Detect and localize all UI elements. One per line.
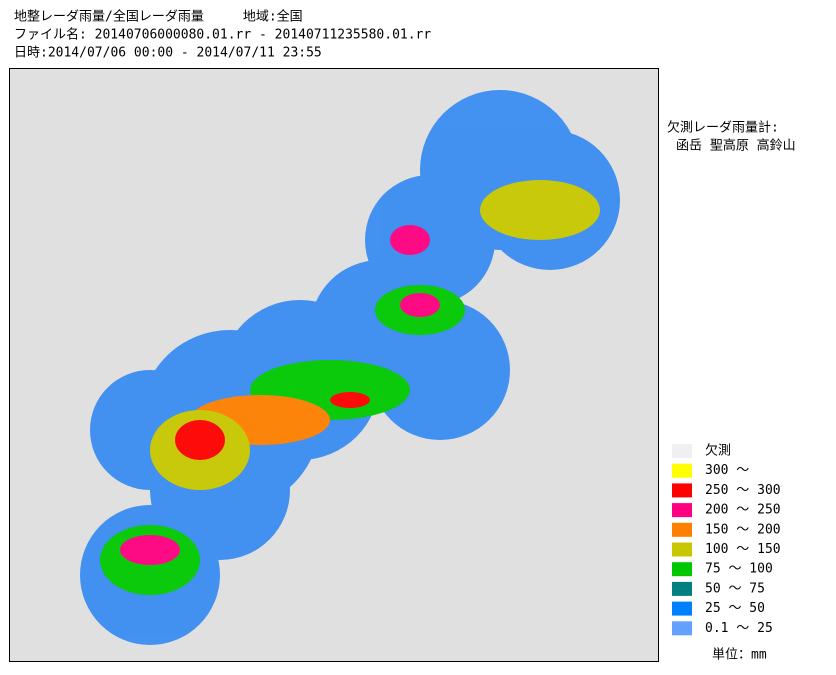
header-line: ファイル名: 20140706000080.01.rr - 2014071123… — [14, 27, 431, 43]
legend-swatch — [672, 581, 692, 596]
missing-gauges-stations: 函岳 聖高原 高鈴山 — [676, 138, 796, 154]
legend-label: 200 ～ 250 — [705, 503, 781, 518]
missing-gauges: 欠測レーダ雨量計: 函岳 聖高原 高鈴山 — [667, 120, 796, 154]
legend-swatch — [672, 542, 692, 557]
legend-label: 25 ～ 50 — [705, 601, 765, 616]
legend-label: 300 ～ — [705, 463, 749, 478]
legend-swatch — [672, 463, 692, 478]
header-line: 日時:2014/07/06 00:00 - 2014/07/11 23:55 — [14, 46, 322, 61]
legend-swatch — [672, 562, 692, 577]
legend: 単位：mm 欠測 300 ～ 250 ～ 300 200 ～ 250 150 ～ 200… — [672, 443, 781, 663]
legend-label: 欠測 — [705, 443, 731, 459]
legend-unit: 単位：mm — [712, 647, 767, 663]
legend-swatch — [672, 444, 692, 458]
legend-swatch — [672, 621, 692, 636]
legend-swatch — [672, 522, 692, 537]
legend-label: 100 ～ 150 — [705, 542, 781, 557]
legend-label: 75 ～ 100 — [705, 562, 773, 577]
legend-label: 0.1 ～ 25 — [705, 621, 773, 636]
legend-label: 250 ～ 300 — [705, 483, 781, 498]
header-line: 地整レーダ雨量/全国レーダ雨量 地域:全国 — [14, 9, 303, 25]
header: 地整レーダ雨量/全国レーダ雨量 地域:全国 ファイル名: 20140706000… — [14, 9, 431, 61]
legend-swatch — [672, 503, 692, 518]
legend-swatch — [672, 601, 692, 616]
missing-gauges-title: 欠測レーダ雨量計: — [667, 120, 779, 136]
legend-label: 150 ～ 200 — [705, 522, 781, 537]
legend-label: 50 ～ 75 — [705, 581, 765, 596]
radar-coverage — [80, 90, 620, 645]
map — [9, 68, 659, 662]
legend-swatch — [672, 483, 692, 498]
